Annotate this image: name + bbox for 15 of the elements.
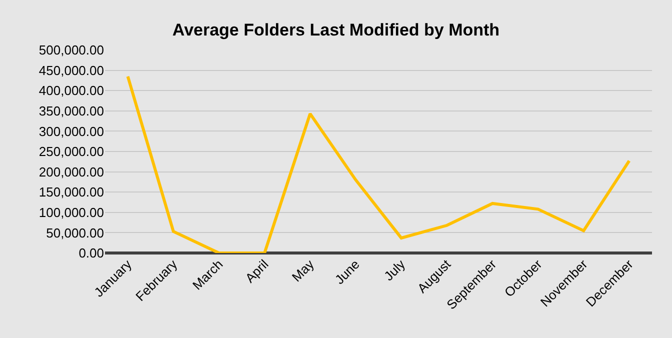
y-tick-label: 350,000.00 [38, 103, 104, 118]
line-series [126, 74, 631, 253]
y-tick-label: 250,000.00 [38, 144, 104, 160]
y-tick-label: 400,000.00 [38, 83, 104, 98]
y-tick-label: 100,000.00 [38, 204, 104, 220]
chart-title: Average Folders Last Modified by Month [172, 20, 500, 40]
y-tick-label: 0.00 [78, 246, 104, 261]
y-tick-label: 150,000.00 [38, 184, 104, 200]
y-tick-label: 300,000.00 [38, 124, 104, 139]
y-tick-label: 50,000.00 [46, 225, 104, 240]
y-tick-label: 450,000.00 [38, 62, 104, 78]
y-tick-label: 200,000.00 [38, 164, 104, 180]
x-tick-label: July [381, 256, 408, 284]
x-tick-label: May [288, 256, 318, 285]
y-tick-label: 500,000.00 [38, 42, 104, 58]
